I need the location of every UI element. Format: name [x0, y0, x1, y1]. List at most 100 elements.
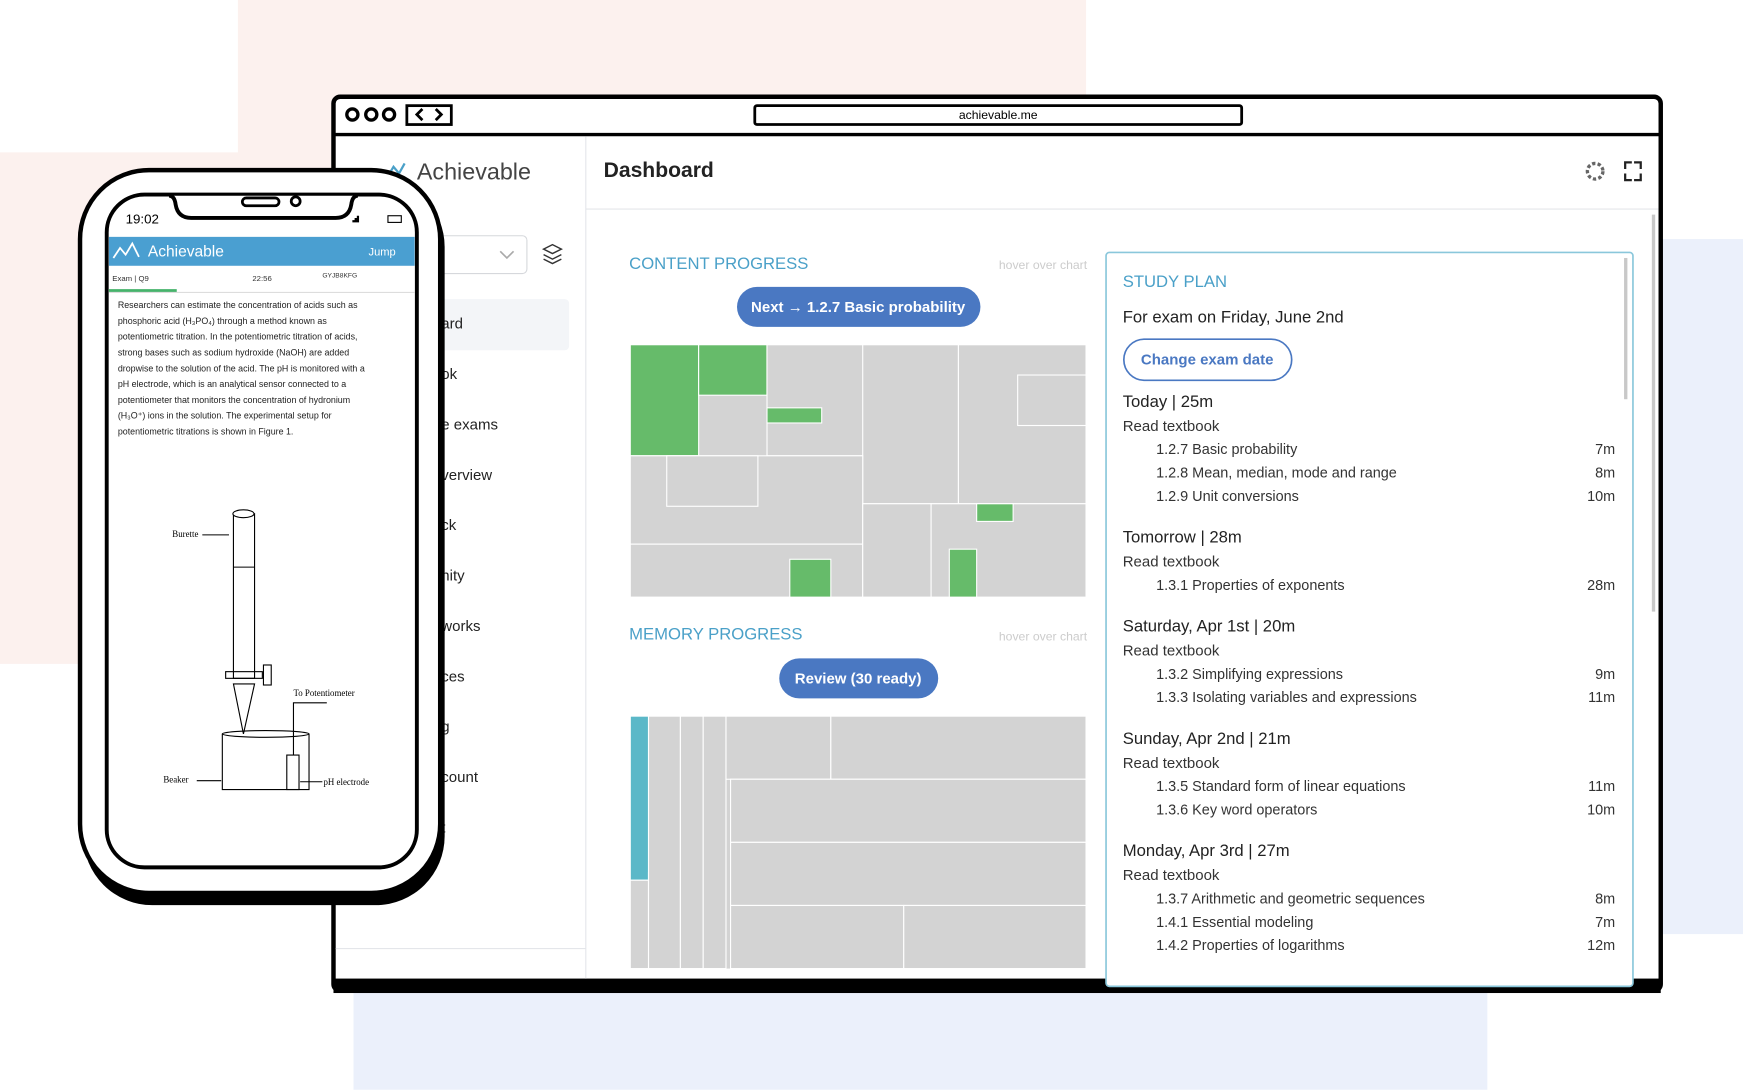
url: achievable.me — [959, 108, 1038, 122]
treemap-cell — [725, 715, 832, 780]
treemap-cell — [647, 715, 681, 970]
treemap-cell — [862, 503, 932, 598]
review-button[interactable] — [779, 658, 939, 699]
treemap-cell — [1017, 374, 1087, 427]
sidebar-item: nity — [441, 568, 465, 585]
plan-item: 1.3.3 Isolating variables and expression… — [1156, 690, 1417, 706]
day-activity: Read textbook — [1123, 755, 1220, 772]
treemap-cell — [766, 407, 823, 424]
plan-item: 1.3.6 Key word operators — [1156, 802, 1317, 818]
treemap-cell — [948, 548, 978, 598]
sidebar-item: ces — [441, 668, 464, 685]
plan-item: 1.4.2 Properties of logarithms — [1156, 938, 1345, 954]
plan-time: 9m — [1595, 667, 1615, 683]
memory-treemap[interactable] — [629, 715, 1087, 970]
plan-time: 10m — [1587, 489, 1615, 505]
day-heading: Monday, Apr 3rd | 27m — [1123, 841, 1290, 860]
figure-label: Burette — [172, 529, 198, 539]
phone-time: 19:02 — [126, 212, 159, 227]
treemap-cell — [830, 715, 1087, 780]
treemap-cell — [629, 879, 650, 970]
phone-timer: 22:56 — [252, 274, 271, 283]
day-heading: Saturday, Apr 1st | 20m — [1123, 617, 1295, 636]
treemap-cell — [698, 344, 768, 396]
day-heading: Tomorrow | 28m — [1123, 528, 1242, 547]
plan-item: 1.2.7 Basic probability — [1156, 442, 1298, 458]
figure-label: To Potentiometer — [293, 688, 354, 698]
plan-item: 1.2.8 Mean, median, mode and range — [1156, 466, 1397, 482]
treemap-cell — [629, 344, 700, 457]
plan-time: 7m — [1595, 915, 1615, 931]
hint: hover over chart — [999, 258, 1088, 272]
treemap-cell — [789, 558, 832, 598]
plan-time: 28m — [1587, 578, 1615, 594]
plan-item: 1.4.1 Essential modeling — [1156, 915, 1313, 931]
plan-item: 1.2.9 Unit conversions — [1156, 489, 1299, 505]
phone-logo: Achievable — [148, 244, 224, 261]
treemap-cell — [729, 904, 905, 970]
plan-time: 7m — [1595, 442, 1615, 458]
phone: 19:02 Achievable Jump Exam | Q9 22:56 GY… — [77, 167, 445, 906]
day-heading: Sunday, Apr 2nd | 21m — [1123, 729, 1291, 748]
app: Achievable Dashboard ard ok e exams verview… — [335, 136, 1659, 988]
bg-blue — [353, 978, 1488, 1090]
plan-time: 11m — [1588, 690, 1615, 706]
phone-text-line: potentiometer that monitors the concentr… — [118, 395, 350, 405]
figure — [196, 509, 327, 791]
sidebar-item: works — [440, 618, 480, 635]
plan-time: 8m — [1595, 466, 1615, 482]
treemap-cell — [666, 455, 759, 507]
plan-item: 1.3.7 Arithmetic and geometric sequences — [1156, 891, 1425, 907]
day-activity: Read textbook — [1123, 867, 1220, 884]
phone-text-line: dropwise to the solution of the acid. Th… — [118, 363, 365, 373]
exam-date: For exam on Friday, June 2nd — [1123, 307, 1344, 326]
phone-text-line: potentiometric titrations is shown in Fi… — [118, 426, 294, 436]
treemap-cell — [629, 715, 650, 881]
treemap-cell — [729, 841, 1087, 907]
plan-time: 11m — [1588, 779, 1615, 795]
sidebar-item: g — [441, 719, 449, 736]
day-activity: Read textbook — [1123, 554, 1220, 571]
phone-code: GYJB8KFG — [322, 273, 357, 280]
treemap-cell — [679, 715, 704, 970]
phone-text-line: Researchers can estimate the concentrati… — [118, 300, 358, 310]
button-label: Review (30 ready) — [795, 670, 922, 687]
page-title: Dashboard — [604, 159, 714, 182]
phone-text-line: (H₃O⁺) ions in the solution. The experim… — [118, 411, 332, 421]
button-label: Next → 1.2.7 Basic probability — [751, 299, 966, 316]
sidebar-item: e exams — [441, 416, 498, 433]
sidebar-item: count — [441, 769, 479, 786]
logo: Achievable — [417, 159, 531, 185]
settings-icon[interactable] — [1585, 161, 1605, 181]
section-title: CONTENT PROGRESS — [629, 254, 808, 273]
sidebar-item: ok — [441, 366, 457, 383]
change-date-button[interactable] — [1123, 338, 1293, 382]
treemap-cell — [702, 715, 727, 970]
phone-exam: Exam | Q9 — [112, 274, 149, 283]
sidebar-item: ck — [441, 517, 456, 534]
day-heading: Today | 25m — [1123, 392, 1213, 411]
button-label: Change exam date — [1141, 351, 1274, 368]
treemap-cell — [766, 344, 868, 457]
study-plan-title: STUDY PLAN — [1123, 272, 1227, 291]
fullscreen-icon[interactable] — [1624, 161, 1642, 182]
day-activity: Read textbook — [1123, 643, 1220, 660]
plan-item: 1.3.5 Standard form of linear equations — [1156, 779, 1406, 795]
phone-jump[interactable]: Jump — [369, 246, 396, 258]
sidebar-item: ard — [441, 316, 463, 333]
study-plan-panel — [1105, 251, 1634, 988]
hint: hover over chart — [999, 629, 1088, 643]
plan-time: 12m — [1587, 938, 1615, 954]
treemap-cell — [862, 344, 959, 505]
plan-time: 8m — [1595, 891, 1615, 907]
figure-label: Beaker — [163, 775, 188, 785]
treemap-cell — [729, 778, 1087, 843]
plan-item: 1.3.2 Simplifying expressions — [1156, 667, 1343, 683]
next-button[interactable] — [736, 286, 981, 327]
treemap-cell — [903, 904, 1087, 970]
treemap-cell — [976, 503, 1014, 522]
content-treemap[interactable] — [629, 344, 1087, 598]
sidebar-item: verview — [441, 467, 492, 484]
